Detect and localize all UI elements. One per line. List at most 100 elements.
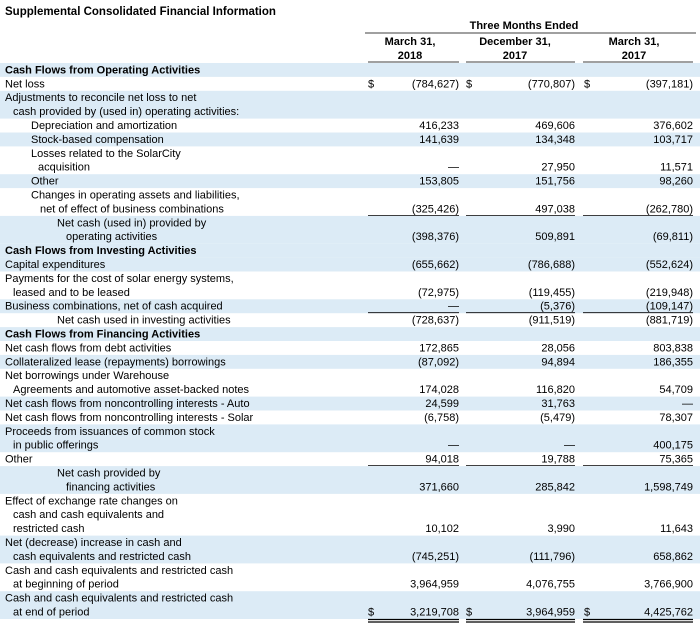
cell-value: (770,807): [528, 78, 575, 90]
cell-value: (784,627): [412, 78, 459, 90]
cell-value: (786,688): [528, 259, 575, 271]
row-label: cash equivalents and restricted cash: [13, 551, 191, 563]
cell-value: 3,990: [547, 523, 575, 535]
cell-value: (881,719): [646, 315, 693, 327]
row-shade: [0, 535, 700, 564]
row-label: restricted cash: [13, 523, 85, 535]
cell-value: (325,426): [412, 203, 459, 215]
row-label: Changes in operating assets and liabilit…: [31, 190, 240, 202]
row-label: financing activities: [66, 481, 156, 493]
section-heading: Cash Flows from Investing Activities: [5, 245, 197, 257]
row-label: cash and cash equivalents and: [13, 509, 164, 521]
row-label: Net cash flows from debt activities: [5, 342, 172, 354]
cell-value: 54,709: [659, 384, 693, 396]
row-shade: [0, 424, 700, 453]
row-label: cash provided by (used in) operating act…: [13, 106, 239, 118]
row-label: Net cash used in investing activities: [57, 315, 231, 327]
cell-value: 400,175: [653, 440, 693, 452]
row-shade: [0, 215, 700, 244]
cell-value: 11,571: [660, 162, 693, 174]
cell-value: (728,637): [412, 315, 459, 327]
column-header: 2017: [622, 50, 646, 62]
row-label: Collateralized lease (repayments) borrow…: [5, 356, 226, 368]
cell-value: 4,076,755: [526, 579, 575, 591]
cell-value: 186,355: [653, 356, 693, 368]
cell-value: 285,842: [535, 481, 575, 493]
cell-value: (911,519): [529, 315, 575, 327]
currency-sign: $: [368, 607, 374, 619]
row-label: Stock-based compensation: [31, 134, 164, 146]
cell-value: —: [682, 398, 693, 410]
row-shade: [0, 327, 700, 341]
column-header: 2017: [503, 50, 527, 62]
cell-value: 174,028: [419, 384, 459, 396]
cell-value: (111,796): [530, 551, 575, 563]
cell-value: (87,092): [418, 356, 459, 368]
cell-value: 94,894: [541, 356, 575, 368]
cell-value: 3,219,708: [410, 607, 459, 619]
cell-value: (5,479): [540, 412, 575, 424]
cell-value: 151,756: [535, 176, 575, 188]
cell-value: (5,376): [540, 301, 575, 313]
cell-value: —: [448, 301, 459, 313]
row-shade: [0, 132, 700, 147]
cell-value: 27,950: [541, 162, 575, 174]
cell-value: (219,948): [646, 287, 693, 299]
cell-value: (552,624): [646, 259, 693, 271]
column-header: March 31,: [609, 36, 660, 48]
cell-value: 3,964,959: [526, 607, 575, 619]
row-label: Other: [5, 454, 33, 466]
column-header: March 31,: [385, 36, 436, 48]
cell-value: 94,018: [425, 454, 459, 466]
row-shade: [0, 63, 700, 77]
cell-value: 134,348: [535, 134, 575, 146]
cell-value: (262,780): [646, 203, 693, 215]
column-header: December 31,: [479, 36, 551, 48]
row-label: acquisition: [38, 162, 90, 174]
row-shade: [0, 299, 700, 314]
cell-value: 509,891: [535, 231, 575, 243]
row-label: Agreements and automotive asset-backed n…: [13, 384, 250, 396]
cell-value: 28,056: [541, 342, 575, 354]
currency-sign: $: [466, 78, 472, 90]
row-label: at beginning of period: [13, 579, 119, 591]
cell-value: 658,862: [653, 551, 693, 563]
cell-value: 376,602: [653, 120, 693, 132]
cell-value: (397,181): [646, 78, 693, 90]
cell-value: (6,758): [424, 412, 459, 424]
currency-sign: $: [466, 607, 472, 619]
cell-value: 24,599: [425, 398, 459, 410]
row-label: Net loss: [5, 78, 45, 90]
row-label: Capital expenditures: [5, 259, 106, 271]
section-heading: Cash Flows from Operating Activities: [5, 64, 200, 76]
row-shade: [0, 354, 700, 369]
row-label: Net cash provided by: [57, 468, 161, 480]
cell-value: (109,147): [646, 301, 693, 313]
cell-value: (655,662): [412, 259, 459, 271]
row-label: in public offerings: [13, 440, 99, 452]
row-shade: [0, 243, 700, 258]
cell-value: 1,598,749: [644, 481, 693, 493]
cell-value: 31,763: [541, 398, 575, 410]
cell-value: —: [448, 440, 459, 452]
row-label: Proceeds from issuances of common stock: [5, 426, 215, 438]
row-label: Adjustments to reconcile net loss to net: [5, 92, 196, 104]
row-label: Net cash (used in) provided by: [57, 217, 207, 229]
cell-value: 3,766,900: [644, 579, 693, 591]
cell-value: 10,102: [425, 523, 459, 535]
row-shade: [0, 466, 700, 494]
cell-value: 75,365: [659, 454, 693, 466]
cell-value: 103,717: [653, 134, 693, 146]
row-label: leased and to be leased: [13, 287, 130, 299]
cell-value: (745,251): [412, 551, 459, 563]
cell-value: 78,307: [659, 412, 693, 424]
cell-value: 803,838: [653, 342, 693, 354]
row-shade: [0, 257, 700, 272]
row-label: Cash and cash equivalents and restricted…: [5, 593, 233, 605]
cell-value: 3,964,959: [410, 579, 459, 591]
row-label: operating activities: [66, 231, 158, 243]
section-heading: Cash Flows from Financing Activities: [5, 329, 200, 341]
row-label: at end of period: [13, 607, 89, 619]
cell-value: 19,788: [541, 454, 575, 466]
